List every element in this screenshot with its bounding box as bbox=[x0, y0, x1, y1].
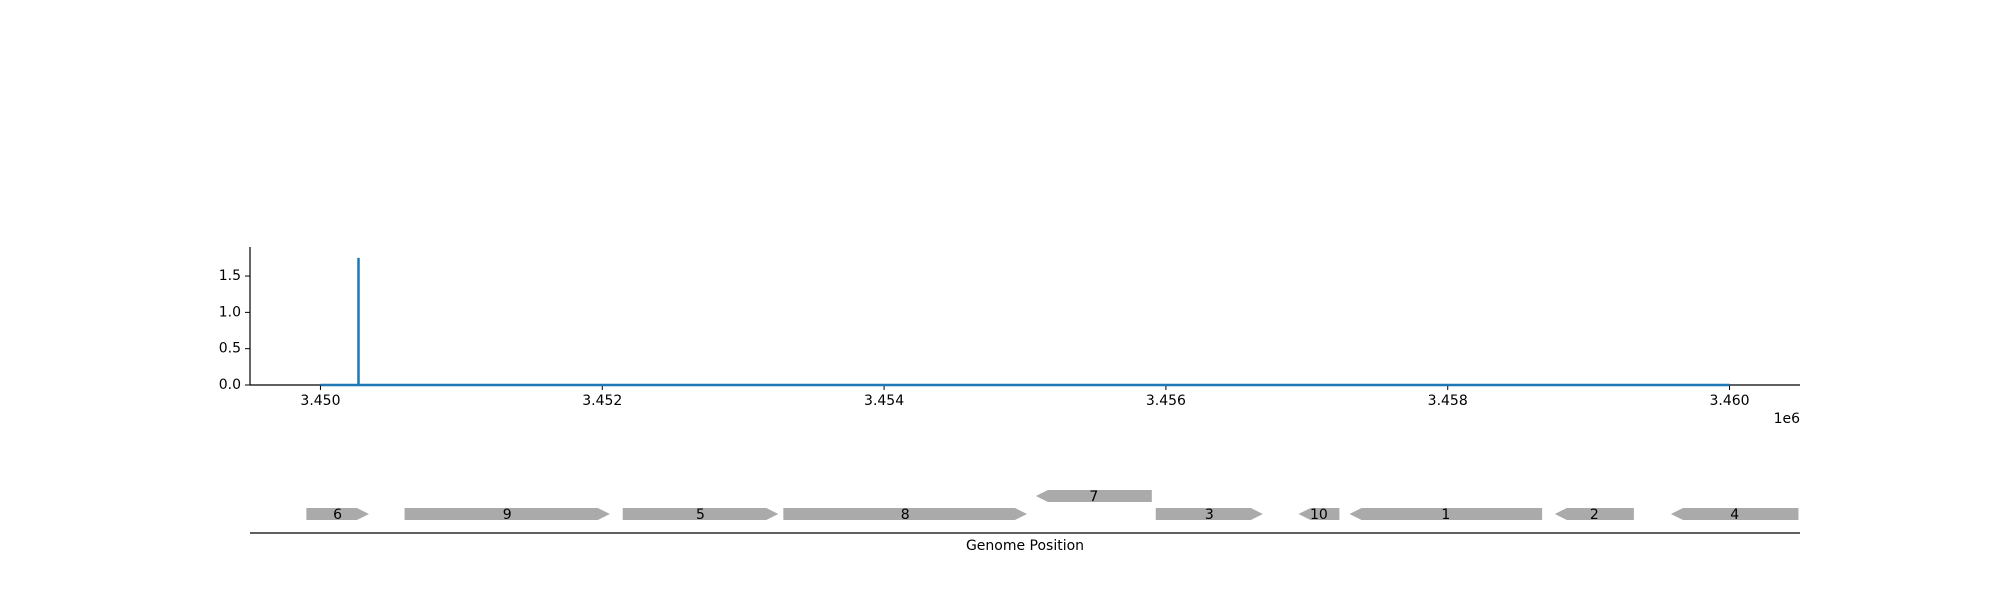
gene bbox=[306, 508, 369, 520]
gene bbox=[1349, 508, 1543, 520]
gene-label: 1 bbox=[1441, 507, 1450, 523]
x-tick-label: 3.458 bbox=[1428, 393, 1468, 409]
gene-label: 8 bbox=[901, 507, 910, 523]
line-series bbox=[320, 257, 1730, 387]
gene bbox=[404, 508, 610, 520]
y-tick-label: 0.5 bbox=[219, 341, 241, 357]
y-tick-label: 1.5 bbox=[219, 268, 241, 284]
gene-label: 6 bbox=[333, 507, 342, 523]
x-tick-label: 3.452 bbox=[582, 393, 622, 409]
x-tick-label: 3.460 bbox=[1709, 393, 1749, 409]
x-axis-label: Genome Position bbox=[966, 538, 1084, 554]
x-tick-label: 3.454 bbox=[864, 393, 904, 409]
y-tick-label: 1.0 bbox=[219, 304, 241, 320]
gene bbox=[1155, 508, 1263, 520]
gene-label: 2 bbox=[1590, 507, 1599, 523]
gene bbox=[783, 508, 1027, 520]
x-tick-label: 3.456 bbox=[1146, 393, 1186, 409]
gene-label: 10 bbox=[1310, 507, 1328, 523]
gene-label: 7 bbox=[1089, 489, 1098, 505]
gene bbox=[1298, 508, 1340, 520]
y-tick-label: 0.0 bbox=[219, 377, 241, 393]
gene bbox=[1670, 508, 1799, 520]
gene-label: 4 bbox=[1730, 507, 1739, 523]
gene bbox=[1035, 490, 1152, 502]
x-tick-label: 3.450 bbox=[300, 393, 340, 409]
gene bbox=[1554, 508, 1634, 520]
gene-label: 5 bbox=[696, 507, 705, 523]
gene-label: 3 bbox=[1205, 507, 1214, 523]
gene bbox=[622, 508, 779, 520]
gene-label: 9 bbox=[503, 507, 512, 523]
x-offset-label: 1e6 bbox=[1774, 411, 1801, 427]
